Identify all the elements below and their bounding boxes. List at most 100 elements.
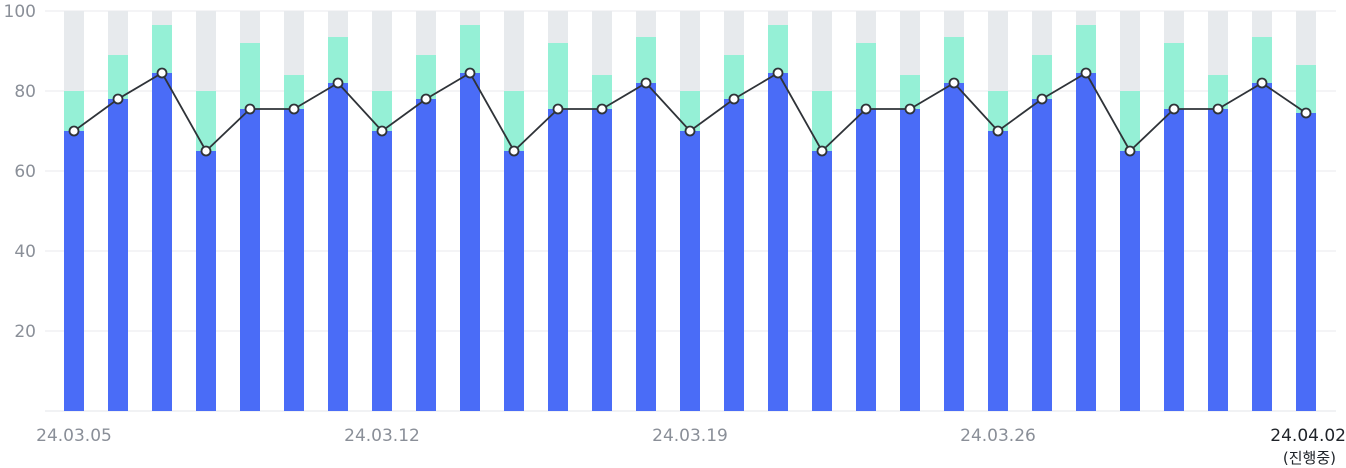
x-tick-label: 24.03.26 <box>960 426 1036 446</box>
bar-segment-2-24 <box>1120 11 1140 91</box>
bar-segment-2-18 <box>856 11 876 43</box>
y-tick-label: 60 <box>14 162 36 182</box>
bar-segment-1-27 <box>1252 37 1272 83</box>
bar-segment-0-5 <box>284 109 304 411</box>
bar-segment-2-27 <box>1252 11 1272 37</box>
trend-point-16 <box>772 67 784 79</box>
trend-point-26 <box>1212 103 1224 115</box>
trend-point-1 <box>112 93 124 105</box>
bar-segment-1-20 <box>944 37 964 83</box>
trend-point-27 <box>1256 77 1268 89</box>
bar-segment-2-14 <box>680 11 700 91</box>
x-tick-label: 24.03.19 <box>652 426 728 446</box>
bar-segment-0-7 <box>372 131 392 411</box>
bar-segment-0-9 <box>460 73 480 411</box>
trend-point-13 <box>640 77 652 89</box>
trend-point-8 <box>420 93 432 105</box>
bar-segment-1-4 <box>240 43 260 109</box>
bar-segment-1-3 <box>196 91 216 151</box>
trend-point-12 <box>596 103 608 115</box>
bar-segment-2-3 <box>196 11 216 91</box>
bar-segment-2-20 <box>944 11 964 37</box>
trend-point-28 <box>1300 107 1312 119</box>
bar-segment-0-20 <box>944 83 964 411</box>
bar-segment-1-26 <box>1208 75 1228 109</box>
bar-segment-0-14 <box>680 131 700 411</box>
bar-segment-0-4 <box>240 109 260 411</box>
bar-segment-0-0 <box>64 131 84 411</box>
bar-segment-2-7 <box>372 11 392 91</box>
bar-segment-1-12 <box>592 75 612 109</box>
bar-segment-0-21 <box>988 131 1008 411</box>
bar-segment-1-25 <box>1164 43 1184 109</box>
x-axis: 24.03.05 24.03.12 24.03.19 24.03.26 24.04.02… <box>36 426 1346 467</box>
trend-point-22 <box>1036 93 1048 105</box>
trend-point-23 <box>1080 67 1092 79</box>
bar-segment-2-28 <box>1296 11 1316 65</box>
trend-point-3 <box>200 145 212 157</box>
bar-segment-1-2 <box>152 25 172 73</box>
bar-segment-2-13 <box>636 11 656 37</box>
bar-segment-2-26 <box>1208 11 1228 75</box>
trend-point-17 <box>816 145 828 157</box>
bar-segment-2-21 <box>988 11 1008 91</box>
bar-segment-1-23 <box>1076 25 1096 73</box>
bar-segment-1-15 <box>724 55 744 99</box>
y-tick-label: 20 <box>14 322 36 342</box>
bar-segment-0-6 <box>328 83 348 411</box>
bar-segment-0-24 <box>1120 151 1140 411</box>
bar-segment-2-15 <box>724 11 744 55</box>
bar-segment-2-11 <box>548 11 568 43</box>
bar-segment-1-18 <box>856 43 876 109</box>
bar-segment-0-10 <box>504 151 524 411</box>
x-tick-label: 24.03.05 <box>36 426 112 446</box>
bar-segment-0-8 <box>416 99 436 411</box>
bar-segment-0-28 <box>1296 113 1316 411</box>
y-axis: 20 40 60 80 100 <box>4 2 36 342</box>
bar-segment-1-28 <box>1296 65 1316 113</box>
bar-segment-2-4 <box>240 11 260 43</box>
bar-segment-0-22 <box>1032 99 1052 411</box>
bar-segment-0-12 <box>592 109 612 411</box>
y-tick-label: 80 <box>14 82 36 102</box>
bar-segment-1-5 <box>284 75 304 109</box>
y-tick-label: 100 <box>4 2 36 22</box>
bar-segment-1-10 <box>504 91 524 151</box>
bar-segment-0-2 <box>152 73 172 411</box>
bar-segment-1-0 <box>64 91 84 131</box>
trend-point-6 <box>332 77 344 89</box>
trend-point-20 <box>948 77 960 89</box>
x-tick-note: (진행중) <box>1283 449 1336 467</box>
trend-point-5 <box>288 103 300 115</box>
trend-point-10 <box>508 145 520 157</box>
bar-segment-0-17 <box>812 151 832 411</box>
bar-segment-2-16 <box>768 11 788 25</box>
bar-segment-1-17 <box>812 91 832 151</box>
bar-segment-0-3 <box>196 151 216 411</box>
trend-line <box>68 67 1312 157</box>
bar-segment-2-22 <box>1032 11 1052 55</box>
bar-segment-1-19 <box>900 75 920 109</box>
bar-segment-0-15 <box>724 99 744 411</box>
bar-segment-0-27 <box>1252 83 1272 411</box>
bar-segment-2-19 <box>900 11 920 75</box>
bar-segment-2-23 <box>1076 11 1096 25</box>
bar-segment-2-17 <box>812 11 832 91</box>
bar-segment-1-9 <box>460 25 480 73</box>
trend-point-19 <box>904 103 916 115</box>
bar-segment-0-1 <box>108 99 128 411</box>
trend-point-7 <box>376 125 388 137</box>
bars <box>64 11 1316 411</box>
trend-point-0 <box>68 125 80 137</box>
trend-point-21 <box>992 125 1004 137</box>
trend-point-2 <box>156 67 168 79</box>
bar-segment-1-16 <box>768 25 788 73</box>
bar-segment-1-8 <box>416 55 436 99</box>
bar-segment-2-9 <box>460 11 480 25</box>
bar-segment-0-19 <box>900 109 920 411</box>
bar-segment-2-6 <box>328 11 348 37</box>
bar-segment-1-22 <box>1032 55 1052 99</box>
trend-point-18 <box>860 103 872 115</box>
bar-segment-2-5 <box>284 11 304 75</box>
